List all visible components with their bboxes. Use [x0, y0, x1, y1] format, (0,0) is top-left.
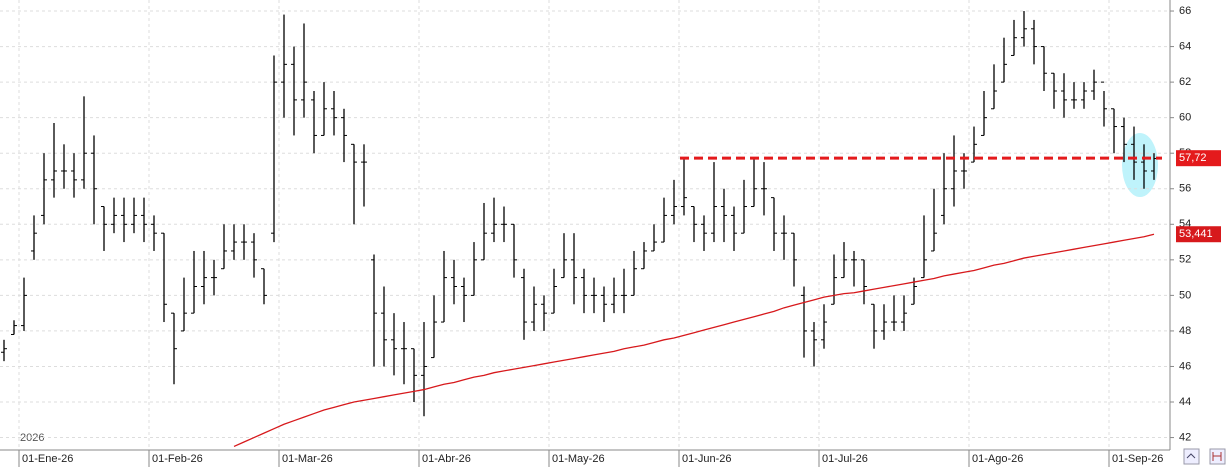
x-tick-label: 01-Jul-26: [822, 453, 868, 465]
x-tick-label: 01-Feb-26: [152, 453, 203, 465]
ma-label-box: [1176, 226, 1221, 243]
x-tick-label: 01-Mar-26: [282, 453, 333, 465]
y-tick-label: 56: [1179, 183, 1191, 195]
ma-label: 53,441: [1179, 228, 1213, 240]
y-tick-label: 48: [1179, 325, 1191, 337]
moving-average: [233, 233, 1155, 448]
x-tick-label: 01-Jun-26: [682, 453, 732, 465]
y-tick-label: 44: [1179, 396, 1191, 408]
y-tick-label: 64: [1179, 40, 1191, 52]
icon: [1212, 452, 1222, 461]
x-tick-label: 01-Ene-26: [22, 453, 73, 465]
zoom-button[interactable]: [1183, 448, 1200, 465]
x-tick-label: 01-Ago-26: [972, 453, 1023, 465]
y-tick-label: 60: [1179, 112, 1191, 124]
level-label-box: [1176, 150, 1221, 167]
y-tick-label: 52: [1179, 254, 1191, 266]
x-tick-label: 01-Sep-26: [1112, 453, 1163, 465]
y-tick-label: 66: [1179, 5, 1191, 17]
icon: [1186, 453, 1196, 459]
y-tick-label: 50: [1179, 289, 1191, 301]
y-tick-label: 62: [1179, 76, 1191, 88]
y-tick-label: 46: [1179, 360, 1191, 372]
x-tick-label: 01-May-26: [552, 453, 605, 465]
highlight: [1122, 133, 1158, 197]
x-tick-label: 01-Abr-26: [422, 453, 471, 465]
y-tick-label: 42: [1179, 431, 1191, 443]
level-label: 57,72: [1179, 152, 1207, 164]
